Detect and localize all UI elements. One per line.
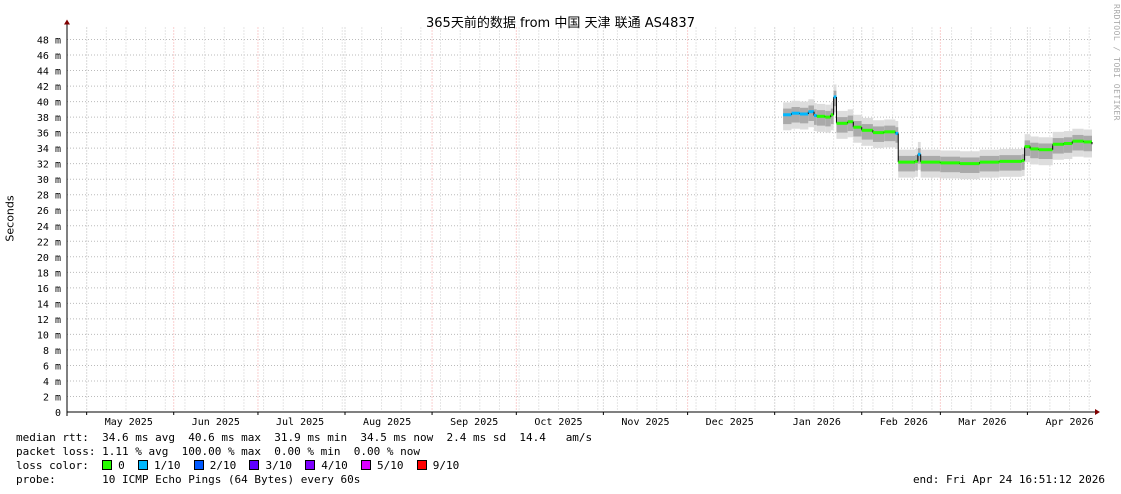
- smoke-band-inner: [1021, 154, 1025, 170]
- y-tick-label: 38 m: [37, 113, 61, 124]
- smoke-band-inner: [940, 156, 961, 173]
- y-tick-label: 32 m: [37, 160, 61, 171]
- x-tick-label: Mar 2026: [958, 417, 1006, 428]
- loss-label: packet loss:: [16, 445, 96, 458]
- y-tick-label: 14 m: [37, 299, 61, 310]
- smoke-band-inner: [861, 124, 873, 140]
- smoke-band-inner: [825, 110, 831, 127]
- loss-color-swatch: [249, 460, 260, 470]
- y-axis-arrow: [64, 19, 70, 25]
- smoke-band-inner: [999, 155, 1022, 171]
- y-tick-label: 8 m: [43, 346, 61, 357]
- smoke-band-inner: [853, 120, 862, 137]
- legend: median rtt: 34.6 ms avg 40.6 ms max 31.9…: [16, 431, 592, 487]
- x-tick-label: Oct 2025: [534, 417, 582, 428]
- x-tick-label: May 2025: [105, 417, 153, 428]
- y-tick-label: 30 m: [37, 175, 61, 186]
- smoke-band-inner: [898, 155, 916, 172]
- x-tick-label: Apr 2026: [1045, 417, 1093, 428]
- loss-color-label: 4/10: [321, 459, 361, 472]
- loss-color-label: 3/10: [265, 459, 306, 472]
- y-tick-label: 46 m: [37, 51, 61, 62]
- smoke-band-inner: [1063, 137, 1073, 153]
- y-tick-label: 2 m: [43, 392, 61, 403]
- probe-info: 10 ICMP Echo Pings (64 Bytes) every 60s: [102, 473, 361, 486]
- smoke-band-inner: [799, 107, 809, 124]
- x-tick-label: Jul 2025: [276, 417, 324, 428]
- smoke-band-inner: [833, 90, 837, 107]
- smoke-band-inner: [917, 148, 921, 164]
- smoke-band-inner: [1030, 142, 1039, 159]
- plot-area: 0 2 m 4 m 6 m 8 m 10 m 12 m 14 m 16 m 18 m 20 m 22 …: [37, 19, 1100, 428]
- smoke-band-inner: [1052, 138, 1064, 154]
- y-tick-label: 28 m: [37, 191, 61, 202]
- smoke-band-inner: [816, 110, 826, 126]
- rtt-stats: 34.6 ms avg 40.6 ms max 31.9 ms min 34.5…: [102, 431, 593, 444]
- loss-color-label: 2/10: [209, 459, 250, 472]
- smoke-band-inner: [1072, 134, 1084, 151]
- loss-color-swatch: [416, 460, 427, 470]
- probe-label: probe:: [16, 473, 56, 486]
- smoke-band-inner: [1024, 140, 1031, 156]
- loss-color-swatch: [193, 460, 204, 470]
- smoke-band-inner: [920, 155, 941, 172]
- watermark: RRDTOOL / TOBI OETIKER: [1112, 4, 1121, 121]
- loss-color-swatch: [360, 460, 371, 470]
- y-tick-label: 12 m: [37, 315, 61, 326]
- smoke-band-inner: [836, 117, 848, 133]
- smoke-band-inner: [1038, 143, 1053, 160]
- y-tick-label: 22 m: [37, 237, 61, 248]
- smoke-band-inner: [872, 126, 885, 142]
- smoke-band-inner: [884, 125, 896, 142]
- x-tick-label: Dec 2025: [706, 417, 754, 428]
- smoke-band-inner: [895, 127, 899, 143]
- y-tick-label: 20 m: [37, 253, 61, 264]
- y-tick-label: 24 m: [37, 222, 61, 233]
- y-tick-label: 26 m: [37, 206, 61, 217]
- loss-color-label: 0: [118, 459, 138, 472]
- x-tick-label: Nov 2025: [621, 417, 669, 428]
- rtt-label: median rtt:: [16, 431, 89, 444]
- loss-color-label: 5/10: [376, 459, 417, 472]
- loss-color-swatch: [102, 460, 113, 470]
- y-tick-label: 10 m: [37, 330, 61, 341]
- x-tick-label: Sep 2025: [450, 417, 498, 428]
- y-tick-label: 16 m: [37, 284, 61, 295]
- smoke-band-inner: [783, 108, 792, 125]
- y-tick-label: 44 m: [37, 67, 61, 78]
- loss-color-label: loss color:: [16, 459, 89, 472]
- chart-title: 365天前的数据 from 中国 天津 联通 AS4837: [426, 16, 695, 31]
- loss-color-swatch: [305, 460, 316, 470]
- smoke-band-inner: [960, 157, 980, 173]
- smoke-band-inner: [808, 105, 814, 121]
- loss-color-swatch: [137, 460, 148, 470]
- y-tick-label: 40 m: [37, 98, 61, 109]
- y-tick-label: 4 m: [43, 377, 61, 388]
- smoke-band-inner: [791, 107, 800, 123]
- smoke-band-inner: [915, 155, 918, 171]
- smoke-band-inner: [979, 155, 1000, 172]
- y-tick-label: 0: [55, 408, 61, 419]
- y-tick-label: 42 m: [37, 82, 61, 93]
- smoke-band-inner: [813, 109, 817, 125]
- y-tick-label: 18 m: [37, 268, 61, 279]
- y-tick-label: 48 m: [37, 36, 61, 47]
- x-tick-label: Jun 2025: [192, 417, 240, 428]
- y-tick-label: 34 m: [37, 144, 61, 155]
- loss-color-label: 9/10: [432, 459, 473, 472]
- x-tick-label: Feb 2026: [880, 417, 928, 428]
- x-tick-label: Aug 2025: [363, 417, 411, 428]
- loss-stats: 1.11 % avg 100.00 % max 0.00 % min 0.00 …: [102, 445, 420, 458]
- smoke-band-inner: [1083, 135, 1092, 152]
- loss-color-label: 1/10: [153, 459, 194, 472]
- smoke-band-inner: [830, 108, 834, 125]
- y-tick-label: 6 m: [43, 361, 61, 372]
- end-time: end: Fri Apr 24 16:51:12 2026: [912, 473, 1105, 486]
- y-tick-label: 36 m: [37, 129, 61, 140]
- smoke-band-inner: [847, 115, 854, 132]
- x-tick-label: Jan 2026: [793, 417, 841, 428]
- x-axis-arrow: [1095, 409, 1100, 415]
